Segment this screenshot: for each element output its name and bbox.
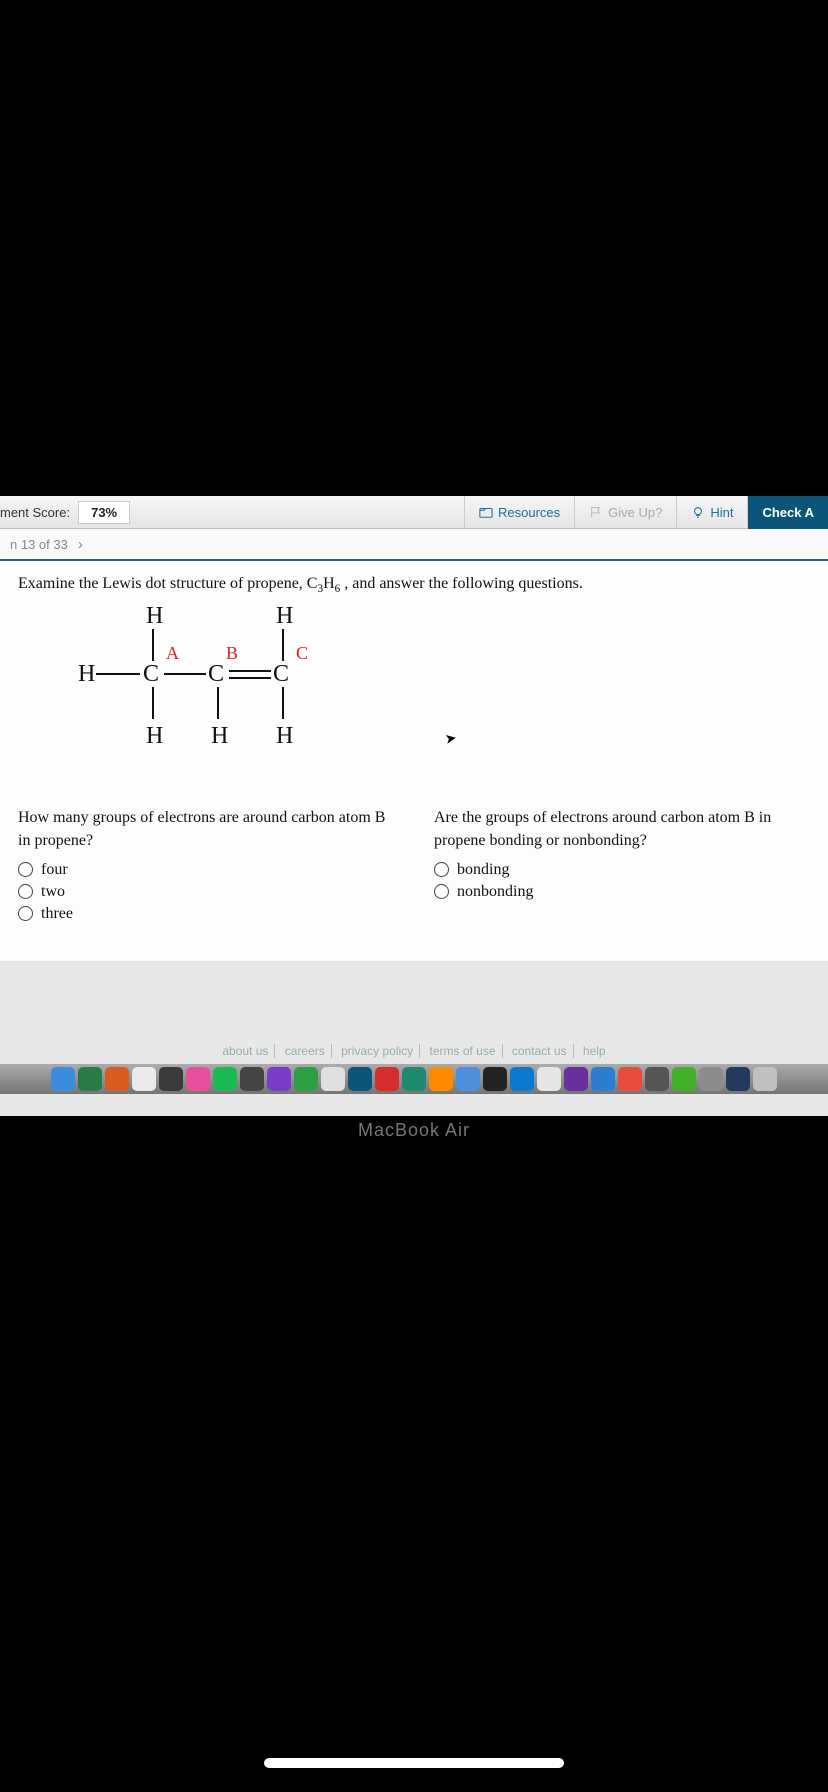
next-question-chevron[interactable]: › <box>78 536 83 553</box>
radio-icon <box>18 862 33 877</box>
q1-opt-two[interactable]: two <box>18 883 394 901</box>
dock-app-4[interactable] <box>159 1067 183 1091</box>
dock-app-18[interactable] <box>537 1067 561 1091</box>
dock-app-14[interactable] <box>429 1067 453 1091</box>
dock-app-1[interactable] <box>78 1067 102 1091</box>
bulb-icon <box>691 505 705 519</box>
dock-app-12[interactable] <box>375 1067 399 1091</box>
check-label: Check A <box>762 505 814 520</box>
dock-app-24[interactable] <box>699 1067 723 1091</box>
svg-text:H: H <box>276 723 293 749</box>
footer-privacy[interactable]: privacy policy <box>335 1044 420 1058</box>
question-position: n 13 of 33 <box>10 537 68 552</box>
dock-app-21[interactable] <box>618 1067 642 1091</box>
footer-contact[interactable]: contact us <box>506 1044 574 1058</box>
questions-row: How many groups of electrons are around … <box>18 806 810 926</box>
svg-text:C: C <box>296 643 308 663</box>
home-indicator[interactable] <box>264 1758 564 1768</box>
flag-icon <box>589 505 603 519</box>
macos-dock <box>0 1064 828 1094</box>
q2-text: Are the groups of electrons around carbo… <box>434 806 810 852</box>
dock-app-26[interactable] <box>753 1067 777 1091</box>
footer-terms[interactable]: terms of use <box>424 1044 503 1058</box>
dock-app-7[interactable] <box>240 1067 264 1091</box>
check-answer-button[interactable]: Check A <box>747 496 828 529</box>
dock-app-22[interactable] <box>645 1067 669 1091</box>
dock-app-9[interactable] <box>294 1067 318 1091</box>
svg-text:H: H <box>146 723 163 749</box>
macbook-label: MacBook Air <box>0 1120 828 1141</box>
svg-text:H: H <box>78 661 95 687</box>
dock-app-13[interactable] <box>402 1067 426 1091</box>
footer-help[interactable]: help <box>577 1044 612 1058</box>
question-content: Examine the Lewis dot structure of prope… <box>0 561 828 961</box>
hint-label: Hint <box>710 505 733 520</box>
footer-about[interactable]: about us <box>216 1044 275 1058</box>
dock-app-25[interactable] <box>726 1067 750 1091</box>
svg-text:C: C <box>273 661 289 687</box>
svg-text:C: C <box>208 661 224 687</box>
svg-text:A: A <box>166 643 179 663</box>
dock-app-17[interactable] <box>510 1067 534 1091</box>
resources-button[interactable]: Resources <box>464 496 574 529</box>
dock-app-20[interactable] <box>591 1067 615 1091</box>
dock-app-2[interactable] <box>105 1067 129 1091</box>
radio-icon <box>18 884 33 899</box>
lewis-structure: H H A B C H C C C <box>68 601 810 776</box>
score-label: ment Score: <box>0 505 78 520</box>
q2-opt-nonbonding[interactable]: nonbonding <box>434 883 810 901</box>
dock-app-10[interactable] <box>321 1067 345 1091</box>
q1-text: How many groups of electrons are around … <box>18 806 394 852</box>
top-toolbar: ment Score: 73% Resources Give Up? Hint … <box>0 496 828 529</box>
dock-app-19[interactable] <box>564 1067 588 1091</box>
dock-app-15[interactable] <box>456 1067 480 1091</box>
cursor-icon: ➤ <box>444 730 459 749</box>
dock-app-8[interactable] <box>267 1067 291 1091</box>
giveup-button[interactable]: Give Up? <box>574 496 676 529</box>
radio-icon <box>18 906 33 921</box>
dock-app-23[interactable] <box>672 1067 696 1091</box>
giveup-label: Give Up? <box>608 505 662 520</box>
dock-app-5[interactable] <box>186 1067 210 1091</box>
footer-links: about us careers privacy policy terms of… <box>0 1044 828 1058</box>
dock-app-16[interactable] <box>483 1067 507 1091</box>
question-nav-bar: n 13 of 33 › <box>0 529 828 561</box>
question-intro: Examine the Lewis dot structure of prope… <box>18 575 810 595</box>
svg-text:H: H <box>211 723 228 749</box>
folder-icon <box>479 505 493 519</box>
resources-label: Resources <box>498 505 560 520</box>
radio-icon <box>434 884 449 899</box>
radio-icon <box>434 862 449 877</box>
dock-app-3[interactable] <box>132 1067 156 1091</box>
svg-text:B: B <box>226 643 238 663</box>
question-1: How many groups of electrons are around … <box>18 806 394 926</box>
dock-app-11[interactable] <box>348 1067 372 1091</box>
svg-text:H: H <box>146 603 163 629</box>
footer-careers[interactable]: careers <box>279 1044 332 1058</box>
hint-button[interactable]: Hint <box>676 496 747 529</box>
q1-opt-four[interactable]: four <box>18 861 394 879</box>
svg-text:C: C <box>143 661 159 687</box>
question-2: Are the groups of electrons around carbo… <box>434 806 810 926</box>
dock-app-6[interactable] <box>213 1067 237 1091</box>
dock-app-0[interactable] <box>51 1067 75 1091</box>
score-value: 73% <box>78 501 130 524</box>
svg-text:H: H <box>276 603 293 629</box>
q1-opt-three[interactable]: three <box>18 905 394 923</box>
q2-opt-bonding[interactable]: bonding <box>434 861 810 879</box>
screenshot-region: ment Score: 73% Resources Give Up? Hint … <box>0 496 828 1116</box>
